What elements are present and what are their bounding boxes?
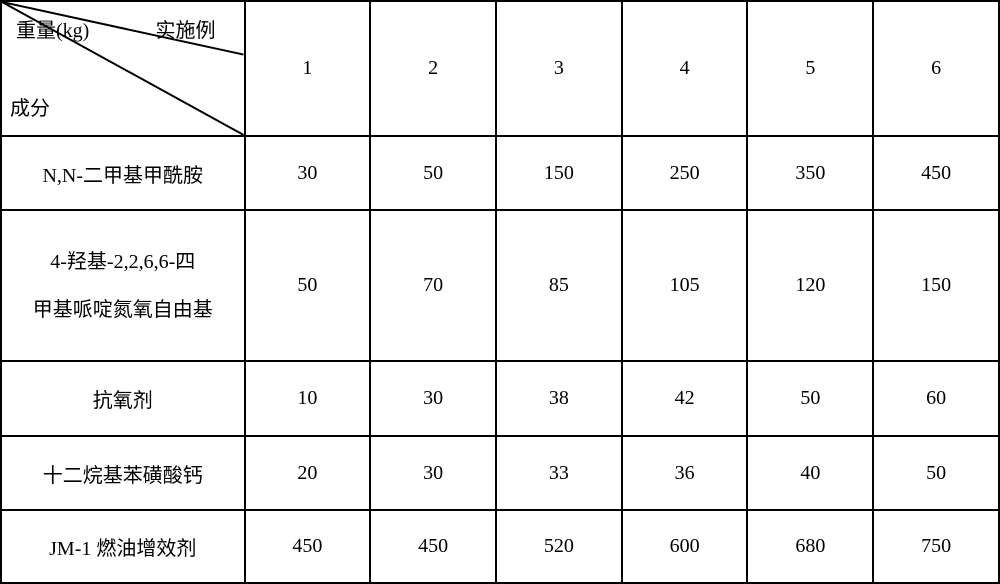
cell: 50: [873, 436, 999, 511]
column-header: 5: [747, 1, 873, 136]
cell: 120: [747, 210, 873, 361]
cell: 350: [747, 136, 873, 211]
column-header: 1: [245, 1, 371, 136]
cell: 38: [496, 361, 622, 436]
column-header: 3: [496, 1, 622, 136]
row-label: N,N-二甲基甲酰胺: [1, 136, 245, 211]
cell: 250: [622, 136, 748, 211]
row-label: JM-1 燃油增效剂: [1, 510, 245, 583]
row-label-line1: 4-羟基-2,2,6,6-四: [50, 251, 195, 273]
header-weight-label: 重量(kg): [16, 14, 89, 43]
cell: 680: [747, 510, 873, 583]
cell: 450: [873, 136, 999, 211]
cell: 30: [370, 361, 496, 436]
composition-table: 重量(kg) 实施例 成分 1 2 3 4 5 6 N,N-二甲基甲酰胺 30 …: [0, 0, 1000, 584]
column-header: 4: [622, 1, 748, 136]
cell: 50: [370, 136, 496, 211]
cell: 40: [747, 436, 873, 511]
cell: 105: [622, 210, 748, 361]
cell: 30: [370, 436, 496, 511]
cell: 70: [370, 210, 496, 361]
cell: 33: [496, 436, 622, 511]
cell: 42: [622, 361, 748, 436]
header-component-label: 成分: [10, 92, 50, 121]
header-example-label: 实施例: [156, 14, 216, 43]
column-header: 6: [873, 1, 999, 136]
cell: 750: [873, 510, 999, 583]
cell: 50: [747, 361, 873, 436]
composition-table-container: 重量(kg) 实施例 成分 1 2 3 4 5 6 N,N-二甲基甲酰胺 30 …: [0, 0, 1000, 584]
cell: 150: [873, 210, 999, 361]
cell: 20: [245, 436, 371, 511]
cell: 50: [245, 210, 371, 361]
cell: 36: [622, 436, 748, 511]
diagonal-header-cell: 重量(kg) 实施例 成分: [1, 1, 245, 136]
table-row: N,N-二甲基甲酰胺 30 50 150 250 350 450: [1, 136, 999, 211]
cell: 150: [496, 136, 622, 211]
cell: 60: [873, 361, 999, 436]
cell: 85: [496, 210, 622, 361]
row-label-line2: 甲基哌啶氮氧自由基: [33, 299, 213, 321]
cell: 520: [496, 510, 622, 583]
table-row: JM-1 燃油增效剂 450 450 520 600 680 750: [1, 510, 999, 583]
table-row: 4-羟基-2,2,6,6-四 甲基哌啶氮氧自由基 50 70 85 105 12…: [1, 210, 999, 361]
table-header-row: 重量(kg) 实施例 成分 1 2 3 4 5 6: [1, 1, 999, 136]
cell: 30: [245, 136, 371, 211]
row-label: 4-羟基-2,2,6,6-四 甲基哌啶氮氧自由基: [1, 210, 245, 361]
cell: 450: [370, 510, 496, 583]
table-row: 抗氧剂 10 30 38 42 50 60: [1, 361, 999, 436]
cell: 600: [622, 510, 748, 583]
cell: 10: [245, 361, 371, 436]
column-header: 2: [370, 1, 496, 136]
row-label: 十二烷基苯磺酸钙: [1, 436, 245, 511]
row-label: 抗氧剂: [1, 361, 245, 436]
cell: 450: [245, 510, 371, 583]
table-row: 十二烷基苯磺酸钙 20 30 33 36 40 50: [1, 436, 999, 511]
